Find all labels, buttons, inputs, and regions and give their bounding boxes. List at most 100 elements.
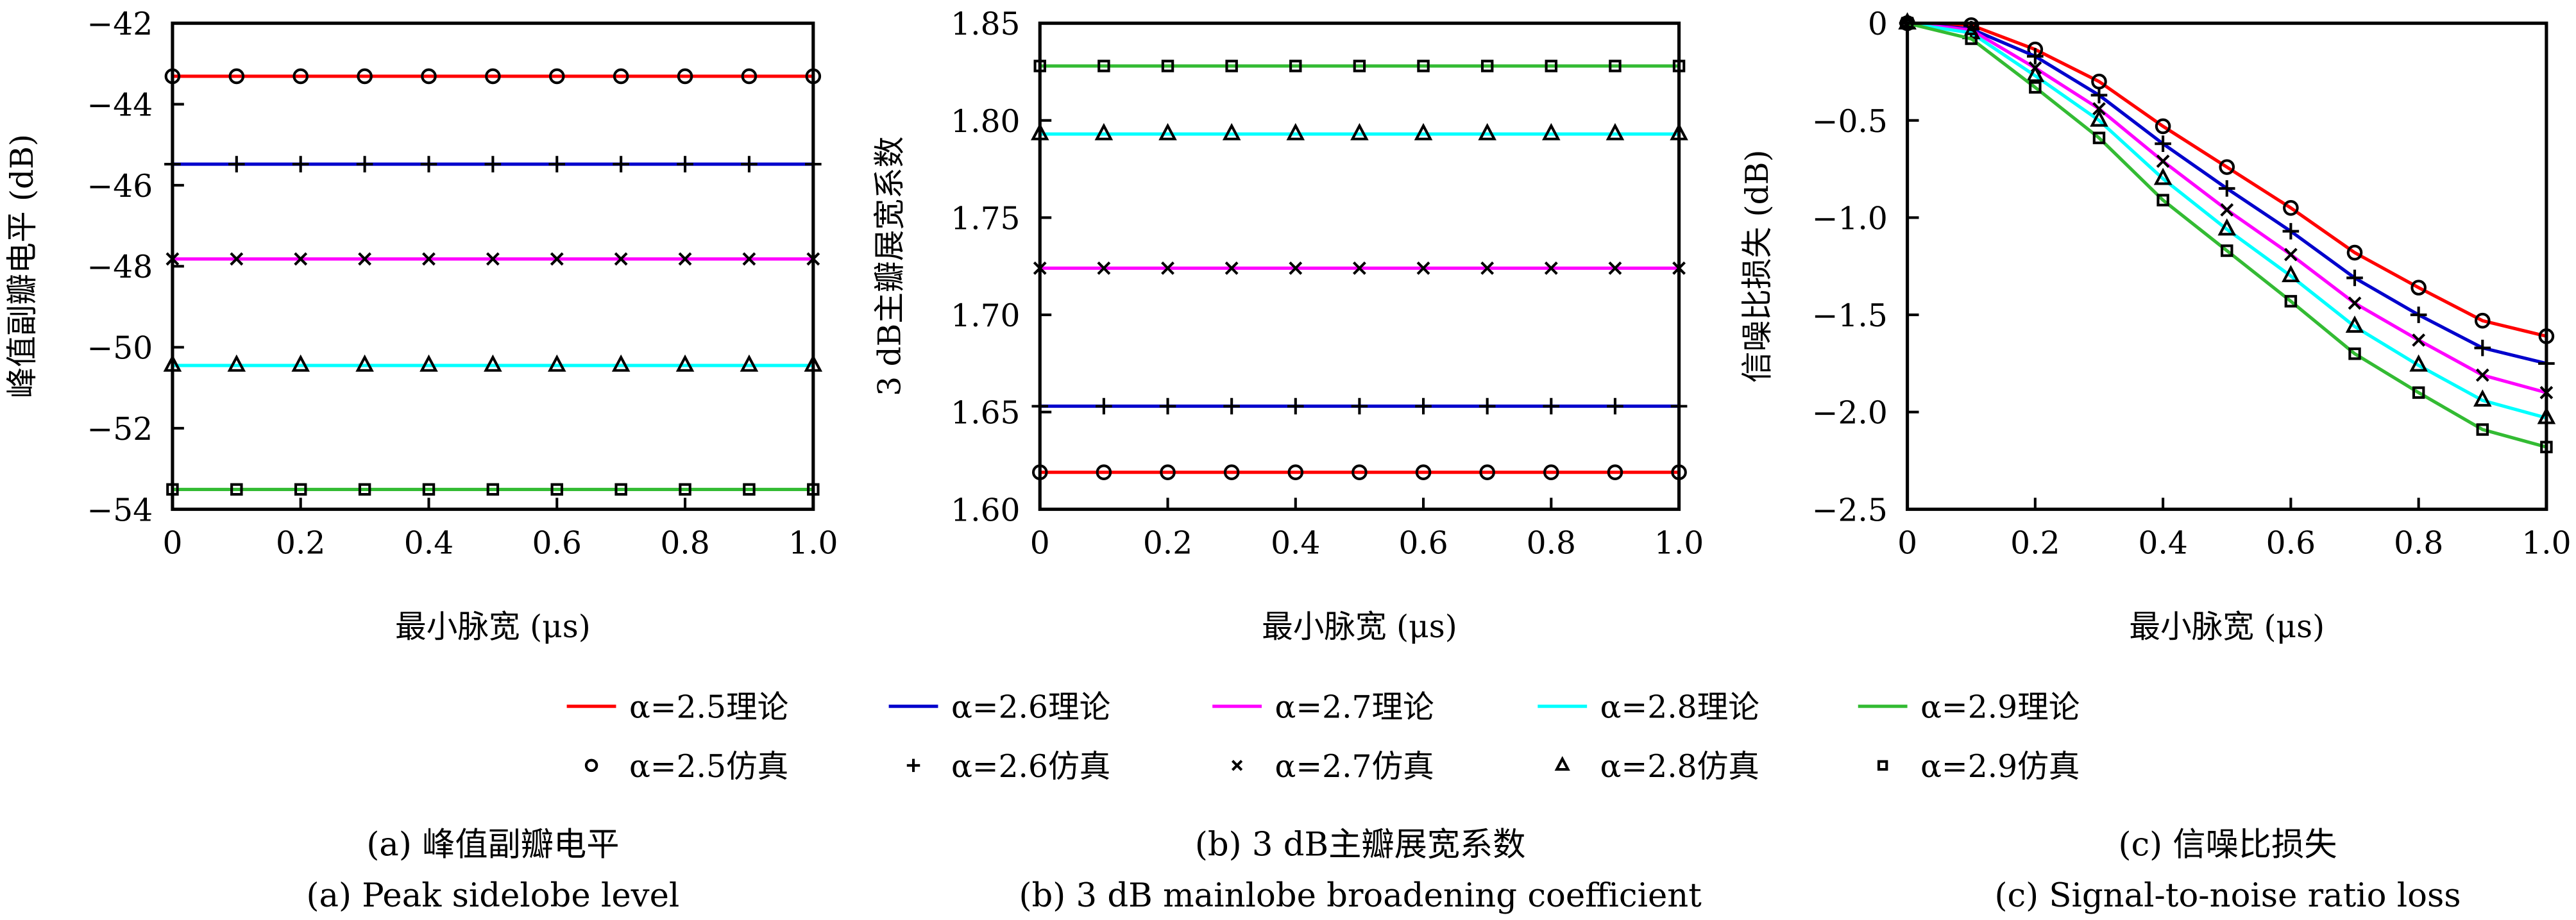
x-tick-label: 0.6 [1398, 525, 1448, 561]
legend-label: α=2.6仿真 [951, 749, 1110, 785]
data-point-marker [419, 354, 438, 372]
data-point-marker [2282, 265, 2300, 283]
data-point-marker [2411, 280, 2427, 296]
data-point-marker [1350, 122, 1369, 140]
x-axis-label: 最小脉宽 (μs) [2129, 609, 2325, 645]
caption-b-cn: (b) 3 dB主瓣展宽系数 [1195, 826, 1526, 864]
legend-marker-swatch [584, 758, 598, 773]
x-tick-label: 0.2 [2010, 525, 2060, 561]
legend-item-simulation: α=2.5仿真 [584, 749, 788, 785]
data-point-marker [677, 156, 693, 172]
data-point-marker [1222, 122, 1241, 140]
x-axis-label: 最小脉宽 (μs) [395, 609, 591, 645]
data-point-marker [2412, 386, 2425, 399]
y-tick-label: −2.0 [1812, 396, 1888, 431]
data-point-marker [1224, 261, 1239, 275]
data-point-marker [1607, 397, 1623, 415]
data-point-marker [2474, 312, 2491, 329]
data-point-marker [679, 483, 691, 496]
data-point-marker [230, 483, 243, 496]
data-point-marker [547, 354, 566, 372]
data-point-marker [1160, 464, 1176, 481]
data-point-marker [230, 252, 244, 266]
data-point-marker [743, 483, 756, 496]
legend-item-theory: α=2.9理论 [1858, 690, 2080, 726]
data-point-marker [1965, 32, 1978, 46]
data-point-marker [291, 354, 310, 372]
data-point-marker [1543, 397, 1560, 415]
chart-panel-b: 0 0.2 0.4 0.6 0.8 1.0 1.60 1.65 1.70 1.75 1.80 1.85… [872, 6, 1704, 645]
x-tick-label: 0.8 [1527, 525, 1576, 561]
data-point-marker [484, 156, 502, 172]
data-point-marker [2346, 244, 2363, 261]
data-point-marker [1159, 397, 1176, 415]
legend-marker-swatch [906, 758, 920, 773]
data-point-marker [614, 252, 628, 266]
data-point-marker [358, 252, 372, 266]
data-point-marker [550, 252, 564, 266]
caption-b-en: (b) 3 dB mainlobe broadening coefficient [1019, 876, 1702, 915]
plot-frame [1906, 21, 2548, 511]
data-point-marker [548, 156, 566, 172]
x-axis-label: 最小脉宽 (μs) [1262, 609, 1457, 645]
data-point-marker [2221, 244, 2233, 257]
data-point-marker [2220, 203, 2234, 217]
data-point-marker [420, 156, 437, 172]
legend-label: α=2.7仿真 [1275, 749, 1434, 785]
legend-item-simulation: α=2.9仿真 [1877, 749, 2080, 785]
data-point-marker [1607, 464, 1623, 481]
data-point-marker [228, 156, 245, 172]
data-point-marker [356, 156, 373, 172]
legend-item-theory: α=2.8理论 [1538, 690, 1759, 726]
legend-label: α=2.5理论 [629, 690, 788, 726]
y-tick-label: 1.75 [951, 201, 1020, 237]
data-point-marker [2217, 218, 2237, 236]
data-point-marker [675, 354, 695, 372]
y-tick-label: −48 [87, 249, 153, 285]
data-point-marker [2476, 423, 2489, 436]
data-point-marker [1097, 261, 1111, 275]
y-tick-label: −1.5 [1812, 298, 1888, 334]
caption-c-en: (c) Signal-to-noise ratio loss [1994, 876, 2461, 915]
data-point-marker [2153, 167, 2173, 185]
data-point-marker [1415, 397, 1432, 415]
data-point-marker [228, 68, 245, 85]
legend-item-simulation: α=2.6仿真 [906, 749, 1110, 785]
y-tick-label: −44 [87, 87, 153, 123]
x-tick-label: 0.8 [2394, 525, 2443, 561]
data-point-marker [2156, 155, 2170, 168]
data-point-marker [2090, 87, 2108, 104]
y-tick-label: −0.5 [1812, 104, 1888, 140]
x-tick-label: 0 [1897, 525, 1917, 561]
data-point-marker [742, 252, 756, 266]
data-point-marker [1608, 261, 1622, 275]
data-point-marker [355, 354, 374, 372]
y-tick-label: 1.85 [951, 6, 1020, 42]
data-point-marker [1094, 122, 1114, 140]
data-point-marker [1353, 60, 1366, 72]
data-point-marker [613, 156, 629, 172]
data-point-marker [1606, 122, 1625, 140]
legend-label: α=2.6理论 [951, 690, 1110, 726]
data-point-marker [1542, 122, 1561, 140]
x-tick-label: 0.4 [2138, 525, 2187, 561]
data-point-marker [1480, 261, 1495, 275]
data-point-marker [2409, 354, 2428, 372]
legend-label: α=2.9仿真 [1920, 749, 2080, 785]
plot-frame [171, 21, 815, 511]
data-point-marker [614, 483, 627, 496]
x-tick-label: 0.4 [1271, 525, 1320, 561]
data-point-marker [2410, 306, 2427, 323]
x-tick-label: 0 [1030, 525, 1050, 561]
data-point-marker [2348, 296, 2362, 310]
data-point-marker [1543, 464, 1559, 481]
legend-label: α=2.9理论 [1920, 690, 2080, 726]
data-point-marker [1351, 397, 1368, 415]
data-point-marker [422, 483, 436, 496]
data-point-marker [2284, 295, 2298, 308]
y-tick-label: 1.80 [951, 104, 1020, 140]
y-axis-label: 3 dB主瓣展宽系数 [872, 137, 908, 396]
series-line-3 [1907, 21, 2547, 420]
legend-marker-swatch [1554, 756, 1570, 771]
y-tick-label: −50 [87, 331, 153, 367]
